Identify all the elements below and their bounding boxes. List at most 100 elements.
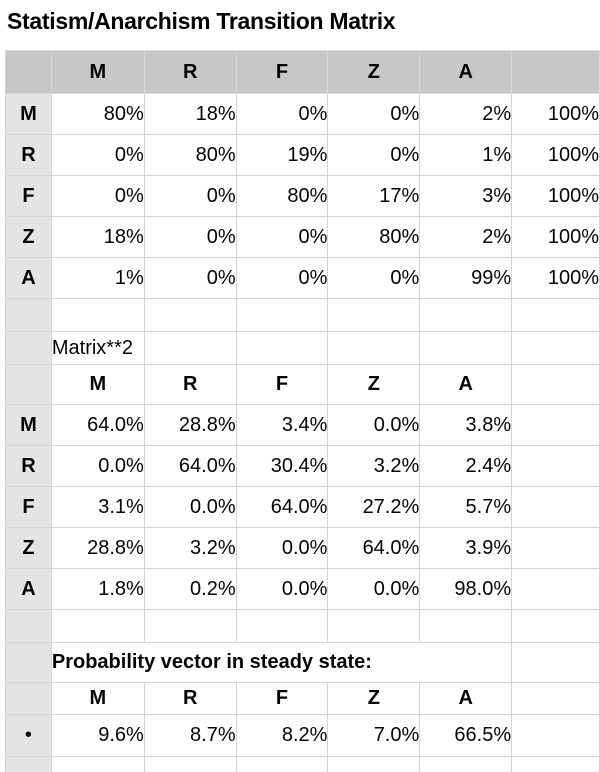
matrix2-cell[interactable]: 3.2% xyxy=(327,445,421,487)
matrix1-cell[interactable]: 0% xyxy=(143,257,237,299)
empty-cell[interactable] xyxy=(327,298,421,332)
empty-cell[interactable] xyxy=(419,331,513,365)
matrix1-cell[interactable]: 80% xyxy=(50,93,145,135)
matrix1-cell[interactable]: 17% xyxy=(327,175,421,217)
row-header-empty[interactable] xyxy=(5,364,52,405)
matrix2-cell[interactable]: 1.8% xyxy=(50,568,145,610)
row-header-F[interactable]: F xyxy=(5,175,52,217)
row-header-empty[interactable] xyxy=(5,682,52,715)
row-header-empty[interactable] xyxy=(5,331,52,365)
empty-cell[interactable] xyxy=(235,331,329,365)
empty-cell[interactable] xyxy=(327,331,421,365)
matrix1-cell[interactable]: 0% xyxy=(327,134,421,176)
column-header-M[interactable]: M xyxy=(50,50,145,94)
matrix1-cell[interactable]: 80% xyxy=(327,216,421,258)
matrix2-cell[interactable]: 30.4% xyxy=(235,445,329,487)
row-sum-cell[interactable]: 100% xyxy=(511,216,600,258)
column-header-F[interactable]: F xyxy=(235,682,329,715)
matrix2-cell[interactable]: 3.8% xyxy=(419,404,513,446)
empty-cell[interactable] xyxy=(511,682,600,715)
column-header-F[interactable]: F xyxy=(235,364,329,405)
matrix2-cell[interactable]: 3.9% xyxy=(419,527,513,569)
steady-state-cell[interactable]: 66.5% xyxy=(419,714,513,757)
empty-cell[interactable] xyxy=(143,609,237,643)
column-header-A[interactable]: A xyxy=(419,682,513,715)
bullet-row-header[interactable]: • xyxy=(5,714,52,757)
matrix1-cell[interactable]: 2% xyxy=(419,216,513,258)
empty-cell[interactable] xyxy=(419,756,513,772)
empty-cell[interactable] xyxy=(235,756,329,772)
column-header-M[interactable]: M xyxy=(50,364,145,405)
column-header-M[interactable]: M xyxy=(50,682,145,715)
row-header-Z[interactable]: Z xyxy=(5,216,52,258)
row-header-empty[interactable] xyxy=(5,756,52,772)
empty-cell[interactable] xyxy=(511,364,600,405)
empty-cell[interactable] xyxy=(327,609,421,643)
row-header-empty[interactable] xyxy=(5,642,52,683)
row-sum-cell[interactable]: 100% xyxy=(511,93,600,135)
matrix1-cell[interactable]: 0% xyxy=(235,257,329,299)
row-header-F[interactable]: F xyxy=(5,486,52,528)
column-header-R[interactable]: R xyxy=(143,364,237,405)
column-header-Z[interactable]: Z xyxy=(327,682,421,715)
matrix1-cell[interactable]: 0% xyxy=(50,175,145,217)
matrix2-cell[interactable]: 5.7% xyxy=(419,486,513,528)
matrix1-cell[interactable]: 99% xyxy=(419,257,513,299)
empty-cell[interactable] xyxy=(419,298,513,332)
matrix1-cell[interactable]: 0% xyxy=(235,216,329,258)
row-header-empty[interactable] xyxy=(5,609,52,643)
empty-cell[interactable] xyxy=(419,609,513,643)
matrix1-cell[interactable]: 0% xyxy=(143,175,237,217)
matrix1-cell[interactable]: 0% xyxy=(327,257,421,299)
empty-cell[interactable] xyxy=(50,756,145,772)
empty-cell[interactable] xyxy=(511,714,600,757)
matrix1-cell[interactable]: 0% xyxy=(327,93,421,135)
matrix2-cell[interactable]: 0.0% xyxy=(50,445,145,487)
matrix2-cell[interactable]: 64.0% xyxy=(327,527,421,569)
matrix1-cell[interactable]: 80% xyxy=(143,134,237,176)
matrix2-cell[interactable]: 98.0% xyxy=(419,568,513,610)
steady-state-cell[interactable]: 8.2% xyxy=(235,714,329,757)
empty-cell[interactable] xyxy=(511,568,600,610)
empty-cell[interactable] xyxy=(511,527,600,569)
empty-cell[interactable] xyxy=(235,298,329,332)
matrix1-cell[interactable]: 18% xyxy=(50,216,145,258)
matrix2-cell[interactable]: 0.0% xyxy=(235,527,329,569)
column-header-R[interactable]: R xyxy=(143,50,237,94)
column-header-Z[interactable]: Z xyxy=(327,364,421,405)
column-header-A[interactable]: A xyxy=(419,364,513,405)
empty-cell[interactable] xyxy=(511,331,600,365)
empty-cell[interactable] xyxy=(143,331,237,365)
steady-state-label-cell[interactable]: Probability vector in steady state: xyxy=(50,642,513,683)
row-sum-cell[interactable]: 100% xyxy=(511,257,600,299)
empty-cell[interactable] xyxy=(143,298,237,332)
matrix1-cell[interactable]: 0% xyxy=(235,93,329,135)
empty-cell[interactable] xyxy=(511,445,600,487)
matrix1-cell[interactable]: 19% xyxy=(235,134,329,176)
matrix1-cell[interactable]: 0% xyxy=(50,134,145,176)
column-header-Z[interactable]: Z xyxy=(327,50,421,94)
matrix1-cell[interactable]: 1% xyxy=(419,134,513,176)
matrix2-cell[interactable]: 0.0% xyxy=(327,404,421,446)
column-header-R[interactable]: R xyxy=(143,682,237,715)
matrix1-cell[interactable]: 3% xyxy=(419,175,513,217)
corner-cell[interactable] xyxy=(5,50,52,94)
row-sum-cell[interactable]: 100% xyxy=(511,175,600,217)
matrix2-cell[interactable]: 28.8% xyxy=(143,404,237,446)
steady-state-cell[interactable]: 9.6% xyxy=(50,714,145,757)
empty-cell[interactable] xyxy=(327,756,421,772)
empty-cell[interactable] xyxy=(511,756,600,772)
matrix2-cell[interactable]: 64.0% xyxy=(143,445,237,487)
steady-state-cell[interactable]: 7.0% xyxy=(327,714,421,757)
steady-state-cell[interactable]: 8.7% xyxy=(143,714,237,757)
empty-cell[interactable] xyxy=(511,642,600,683)
row-header-empty[interactable] xyxy=(5,298,52,332)
column-header-F[interactable]: F xyxy=(235,50,329,94)
matrix1-cell[interactable]: 1% xyxy=(50,257,145,299)
empty-cell[interactable] xyxy=(511,609,600,643)
matrix2-cell[interactable]: 0.0% xyxy=(143,486,237,528)
empty-cell[interactable] xyxy=(511,404,600,446)
empty-cell[interactable] xyxy=(50,298,145,332)
matrix2-cell[interactable]: 3.1% xyxy=(50,486,145,528)
empty-cell[interactable] xyxy=(143,756,237,772)
